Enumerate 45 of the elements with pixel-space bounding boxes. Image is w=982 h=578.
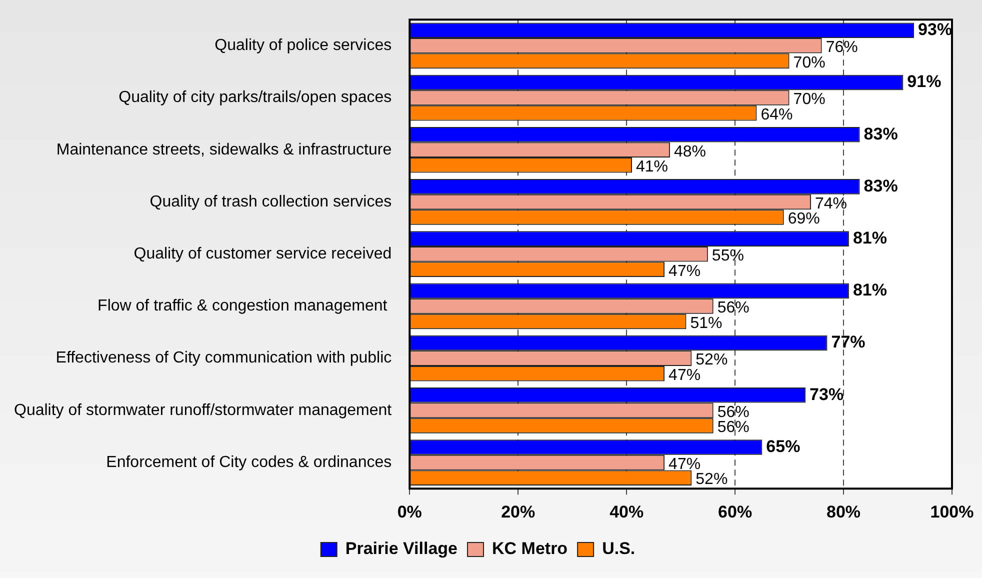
data-label: 56% (717, 404, 750, 421)
data-label: 56% (717, 419, 750, 436)
data-label: 83% (864, 124, 898, 144)
y-tick-label: Quality of trash collection services (150, 193, 392, 210)
data-label: 83% (864, 176, 898, 196)
y-tick-label: Flow of traffic & congestion management (98, 298, 392, 315)
data-label: 52% (696, 352, 728, 369)
data-label: 76% (826, 39, 858, 56)
y-tick-label: Enforcement of City codes & ordinances (106, 454, 392, 471)
data-label: 74% (814, 195, 848, 212)
y-tick-label: Maintenance streets, sidewalks & infrastructure (56, 141, 392, 158)
data-label: 91% (907, 72, 942, 92)
data-label: 51% (690, 314, 722, 332)
data-label: 56% (717, 300, 750, 317)
data-label: 65% (766, 436, 800, 456)
x-tick-label: 100% (930, 502, 974, 522)
y-tick-label: Quality of city parks/trails/open spaces (118, 89, 392, 106)
data-label: 41% (636, 158, 668, 176)
x-tick-label: 20% (501, 502, 536, 522)
x-tick-label: 60% (718, 502, 752, 522)
legend-label: KC Metro (492, 539, 568, 558)
legend-label: U.S. (602, 539, 636, 558)
y-tick-label: Quality of police services (214, 37, 392, 54)
data-label: 47% (668, 262, 701, 280)
data-label: 69% (788, 210, 820, 228)
x-tick-label: 40% (610, 502, 644, 522)
data-label: 52% (696, 471, 728, 488)
data-label: 64% (760, 106, 793, 124)
data-label: 47% (668, 367, 701, 384)
data-label: 73% (810, 384, 844, 404)
x-tick-label: 80% (826, 502, 861, 522)
data-label: 47% (668, 456, 701, 473)
data-label: 48% (674, 143, 706, 160)
data-label: 55% (712, 248, 744, 265)
y-tick-label: Quality of stormwater runoff/stormwater management (14, 402, 392, 419)
x-tick-label: 0% (397, 502, 422, 522)
y-tick-label: Effectiveness of City communication with public (56, 350, 392, 367)
data-label: 70% (793, 54, 826, 72)
data-label: 70% (793, 91, 826, 108)
data-label: 81% (852, 280, 887, 300)
data-label: 81% (852, 228, 887, 248)
y-tick-label: Quality of customer service received (134, 246, 392, 263)
data-label: 93% (918, 20, 952, 40)
data-label: 77% (831, 332, 866, 352)
legend-label: Prairie Village (345, 539, 458, 558)
